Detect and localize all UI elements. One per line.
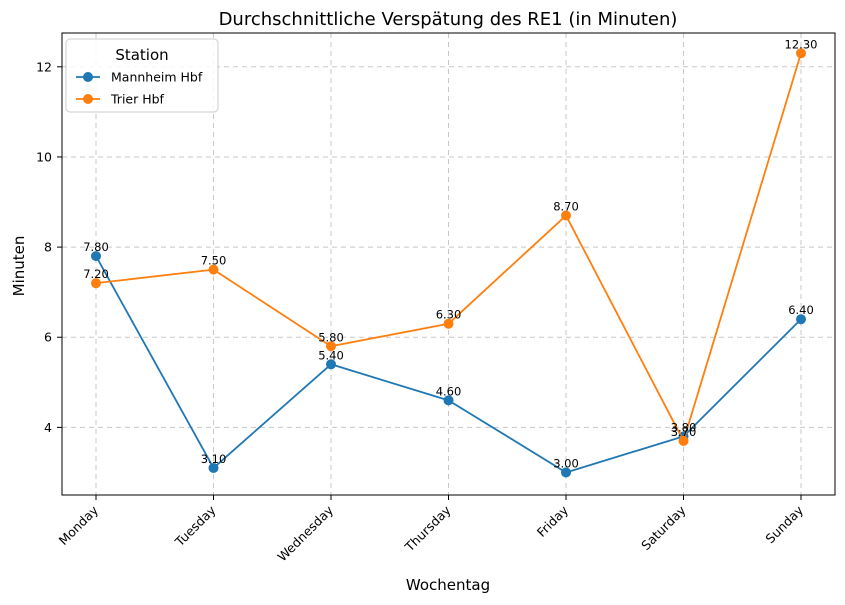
x-tick-label-3: Thursday bbox=[401, 502, 454, 555]
series-1-point-2 bbox=[326, 341, 336, 352]
series-0-point-0 bbox=[91, 251, 101, 262]
legend-label-1: Trier Hbf bbox=[110, 92, 165, 107]
data-labels: 7.80 3.10 5.40 4.60 3.00 3.80 6.40 7.20 7.50 5.80… bbox=[83, 37, 817, 470]
x-tick-label-4: Friday bbox=[534, 502, 572, 540]
chart-title: Durchschnittliche Verspätung des RE1 (in… bbox=[219, 9, 678, 30]
series-0-point-1 bbox=[208, 462, 219, 473]
y-tick-label-1: 6 bbox=[44, 330, 52, 345]
series-1-data-label-0: 7.20 bbox=[83, 267, 109, 281]
series-0-data-label-3: 4.60 bbox=[436, 384, 462, 398]
y-tick-label-4: 12 bbox=[36, 59, 52, 74]
series-1-data-label-4: 8.70 bbox=[553, 200, 579, 214]
series-1-point-5 bbox=[678, 435, 689, 446]
legend-label-0: Mannheim Hbf bbox=[111, 70, 203, 85]
series-0-point-6 bbox=[796, 314, 806, 325]
series-0-data-label-1: 3.10 bbox=[201, 452, 227, 466]
series-layer bbox=[91, 48, 806, 478]
series-1-point-0 bbox=[91, 278, 101, 289]
x-tick-label-6: Sunday bbox=[762, 502, 806, 546]
x-tick-label-2: Wednesday bbox=[274, 502, 336, 564]
series-1-data-label-2: 5.80 bbox=[318, 330, 344, 344]
series-0-data-label-2: 5.40 bbox=[318, 348, 344, 362]
legend-box bbox=[65, 38, 219, 113]
legend-title: Station bbox=[115, 46, 168, 64]
legend-marker-0 bbox=[83, 72, 93, 82]
series-1-point-4 bbox=[561, 210, 571, 221]
series-1-point-6 bbox=[796, 48, 806, 59]
series-0-point-2 bbox=[326, 359, 336, 370]
series-0-data-label-0: 7.80 bbox=[83, 240, 109, 254]
series-1-data-label-5: 3.70 bbox=[671, 425, 697, 439]
y-tick-label-3: 10 bbox=[36, 149, 52, 164]
series-0-data-label-5: 3.80 bbox=[671, 420, 697, 434]
x-axis-label: Wochentag bbox=[406, 576, 490, 594]
legend-marker-1 bbox=[83, 94, 93, 104]
y-tick-label-0: 4 bbox=[44, 420, 52, 435]
series-1-data-label-1: 7.50 bbox=[201, 254, 227, 268]
series-0-point-3 bbox=[443, 395, 454, 406]
y-tick-label-2: 8 bbox=[44, 240, 52, 255]
y-axis-label: Minuten bbox=[10, 236, 28, 297]
legend: Station Mannheim Hbf Trier Hbf bbox=[65, 38, 219, 113]
x-tick-label-0: Monday bbox=[56, 502, 102, 548]
series-1-point-1 bbox=[208, 264, 219, 275]
series-0-point-4 bbox=[561, 467, 571, 478]
series-0-data-label-4: 3.00 bbox=[553, 456, 579, 470]
x-tick-label-5: Saturday bbox=[638, 502, 689, 553]
series-1-point-3 bbox=[443, 318, 454, 329]
series-0-data-label-6: 6.40 bbox=[788, 303, 814, 317]
legend-items: Mannheim Hbf Trier Hbf bbox=[76, 70, 203, 107]
x-tick-label-1: Tuesday bbox=[171, 502, 219, 550]
series-1-data-label-3: 6.30 bbox=[436, 308, 462, 322]
series-1-data-label-6: 12.30 bbox=[785, 37, 818, 51]
